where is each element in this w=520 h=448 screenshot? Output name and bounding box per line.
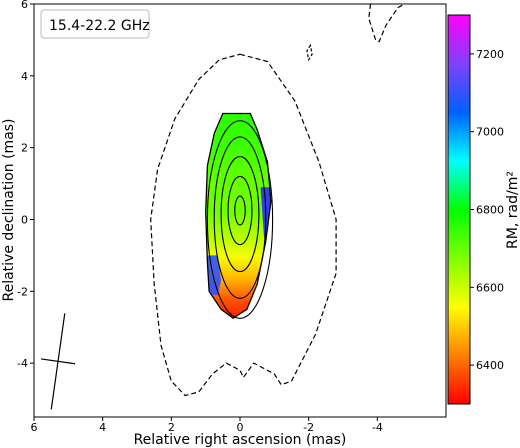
- contour-dashed-outer: [150, 53, 337, 397]
- x-tick-label: 6: [31, 421, 38, 434]
- y-tick-label: 0: [21, 213, 28, 226]
- y-tick-label: 2: [21, 142, 28, 155]
- colorbar-tick-label: 6600: [476, 281, 504, 294]
- y-tick-label: -4: [17, 357, 28, 370]
- colorbar-label: RM, rad/m²: [505, 171, 520, 249]
- y-axis: -4 -2 0 2 4 6: [17, 0, 34, 370]
- contours: [150, 4, 406, 397]
- contour-solid: [213, 136, 267, 300]
- beam-minor-axis: [40, 358, 76, 365]
- beam-cross: [40, 313, 76, 410]
- x-tick-label: -4: [372, 421, 383, 434]
- y-tick-label: 4: [21, 70, 28, 83]
- x-axis: 6 4 2 0 -2 -4: [31, 417, 383, 434]
- colorbar: 6400 6600 6800 7000 7200 RM, rad/m²: [447, 14, 520, 405]
- contour-dashed-blob: [306, 43, 313, 62]
- colorbar-ticks: 6400 6600 6800 7000 7200: [470, 48, 504, 372]
- frequency-label-box: [40, 9, 150, 39]
- colorbar-gradient: [447, 14, 471, 405]
- colorbar-tick-label: 7000: [476, 126, 504, 139]
- contour-solid: [234, 195, 246, 226]
- contour-solid: [220, 156, 260, 273]
- x-tick-label: 4: [99, 421, 106, 434]
- contour-solid: [206, 120, 274, 319]
- x-tick-label: 0: [237, 421, 244, 434]
- colorbar-tick-label: 6800: [476, 204, 504, 217]
- contour-solid: [227, 175, 253, 246]
- frequency-label-text: 15.4-22.2 GHz: [49, 18, 150, 34]
- x-tick-label: -2: [303, 421, 314, 434]
- y-tick-label: 6: [21, 0, 28, 11]
- x-tick-label: 2: [168, 421, 175, 434]
- colorbar-tick-label: 7200: [476, 48, 504, 61]
- frequency-label: 15.4-22.2 GHz: [40, 9, 150, 39]
- x-axis-label: Relative right ascension (mas): [134, 432, 347, 448]
- contour-dashed-top: [368, 4, 406, 43]
- colorbar-tick-label: 6400: [476, 359, 504, 372]
- y-axis-label: Relative declination (mas): [1, 118, 17, 301]
- y-tick-label: -2: [17, 285, 28, 298]
